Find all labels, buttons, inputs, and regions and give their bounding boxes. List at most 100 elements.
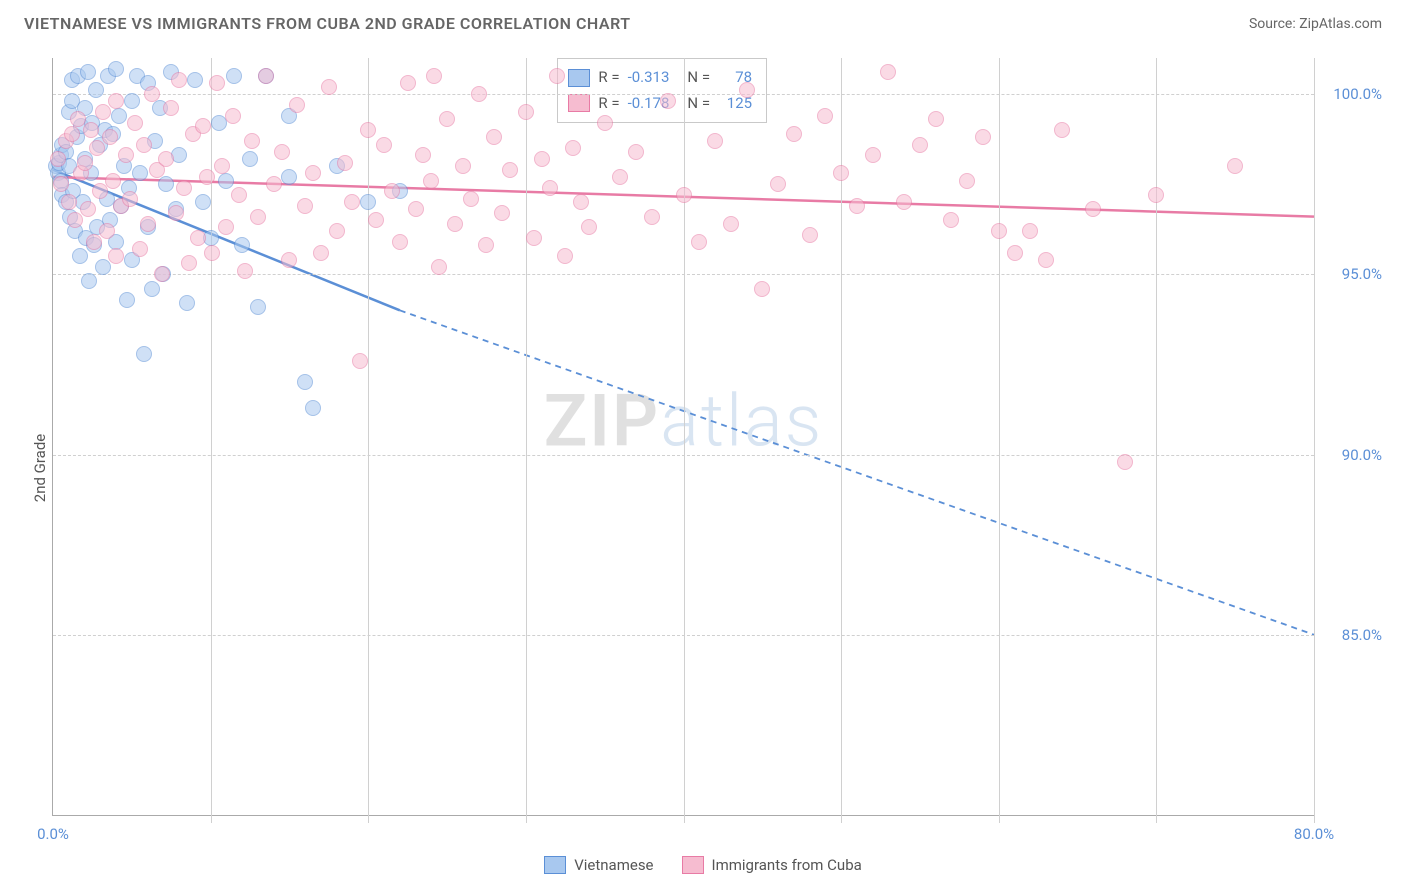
data-point — [266, 176, 282, 192]
data-point — [1007, 245, 1023, 261]
data-point — [163, 100, 179, 116]
data-point — [376, 137, 392, 153]
data-point — [204, 245, 220, 261]
data-point — [127, 115, 143, 131]
data-point — [244, 133, 260, 149]
y-axis-label: 2nd Grade — [31, 434, 49, 502]
data-point — [88, 82, 104, 98]
legend-r-value: -0.313 — [628, 65, 670, 91]
gridline-vertical — [684, 58, 685, 823]
data-point — [573, 194, 589, 210]
data-point — [1054, 122, 1070, 138]
data-point — [644, 209, 660, 225]
chart-header: VIETNAMESE VS IMMIGRANTS FROM CUBA 2ND G… — [0, 0, 1406, 41]
legend-r-key: R = — [598, 65, 619, 91]
data-point — [612, 169, 628, 185]
stats-legend-row: R =-0.313N =78 — [568, 65, 752, 91]
data-point — [360, 194, 376, 210]
data-point — [928, 111, 944, 127]
data-point — [313, 245, 329, 261]
data-point — [102, 129, 118, 145]
data-point — [518, 104, 534, 120]
data-point — [676, 187, 692, 203]
data-point — [337, 155, 353, 171]
watermark-part2: atlas — [660, 379, 823, 464]
data-point — [502, 162, 518, 178]
data-point — [99, 223, 115, 239]
data-point — [321, 79, 337, 95]
data-point — [463, 191, 479, 207]
data-point — [132, 165, 148, 181]
data-point — [305, 400, 321, 416]
data-point — [242, 151, 258, 167]
data-point — [168, 205, 184, 221]
data-point — [1022, 223, 1038, 239]
data-point — [199, 169, 215, 185]
data-point — [896, 194, 912, 210]
data-point — [237, 263, 253, 279]
data-point — [181, 255, 197, 271]
chart-source: Source: ZipAtlas.com — [1249, 16, 1382, 32]
data-point — [53, 176, 69, 192]
gridline-vertical — [1156, 58, 1157, 823]
data-point — [1117, 454, 1133, 470]
data-point — [132, 241, 148, 257]
data-point — [105, 173, 121, 189]
data-point — [122, 191, 138, 207]
data-point — [226, 68, 242, 84]
data-point — [880, 64, 896, 80]
data-point — [218, 219, 234, 235]
x-tick-label: 0.0% — [37, 825, 69, 843]
data-point — [118, 147, 134, 163]
data-point — [597, 115, 613, 131]
data-point — [991, 223, 1007, 239]
x-tick-label: 80.0% — [1294, 825, 1334, 843]
data-point — [81, 273, 97, 289]
series-legend: VietnameseImmigrants from Cuba — [0, 856, 1406, 874]
series-legend-label: Vietnamese — [574, 856, 653, 874]
data-point — [144, 86, 160, 102]
data-point — [108, 93, 124, 109]
legend-swatch — [544, 856, 566, 874]
data-point — [959, 173, 975, 189]
data-point — [534, 151, 550, 167]
chart-title: VIETNAMESE VS IMMIGRANTS FROM CUBA 2ND G… — [24, 14, 631, 33]
data-point — [136, 346, 152, 362]
gridline-vertical — [999, 58, 1000, 823]
data-point — [581, 219, 597, 235]
data-point — [154, 266, 170, 282]
y-tick-label: 95.0% — [1342, 265, 1382, 283]
data-point — [297, 374, 313, 390]
data-point — [849, 198, 865, 214]
data-point — [770, 176, 786, 192]
data-point — [817, 108, 833, 124]
y-tick-label: 100.0% — [1333, 85, 1382, 103]
stats-legend: R =-0.313N =78R =-0.178N =125 — [557, 58, 767, 123]
gridline-vertical — [526, 58, 527, 823]
data-point — [225, 108, 241, 124]
data-point — [628, 144, 644, 160]
data-point — [557, 248, 573, 264]
data-point — [526, 230, 542, 246]
data-point — [542, 180, 558, 196]
gridline-vertical — [1314, 58, 1315, 823]
legend-swatch — [568, 94, 590, 112]
data-point — [124, 93, 140, 109]
data-point — [426, 68, 442, 84]
data-point — [144, 281, 160, 297]
data-point — [187, 72, 203, 88]
data-point — [72, 248, 88, 264]
data-point — [455, 158, 471, 174]
data-point — [494, 205, 510, 221]
data-point — [274, 144, 290, 160]
data-point — [352, 353, 368, 369]
data-point — [478, 237, 494, 253]
data-point — [80, 201, 96, 217]
data-point — [471, 86, 487, 102]
data-point — [833, 165, 849, 181]
data-point — [297, 198, 313, 214]
data-point — [439, 111, 455, 127]
data-point — [549, 68, 565, 84]
data-point — [234, 237, 250, 253]
data-point — [486, 129, 502, 145]
